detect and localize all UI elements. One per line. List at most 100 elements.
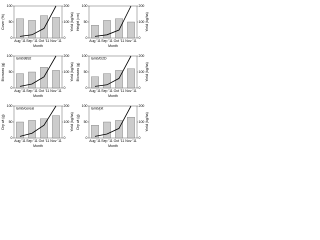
bar	[52, 115, 60, 139]
x-tick-label: Nov '11	[50, 139, 62, 143]
y2-tick-label: 0	[139, 36, 141, 40]
x-axis-label: Month	[33, 94, 43, 98]
bar	[28, 71, 36, 89]
y-tick-label: 100	[7, 4, 13, 8]
x-axis-label: Month	[108, 94, 118, 98]
y-tick-label: 50	[84, 120, 88, 124]
y2-axis-label: Yield (kg/ha)	[70, 62, 74, 82]
bar	[40, 118, 48, 139]
y-axis-label: Dry wt (g)	[76, 114, 80, 129]
bar	[91, 76, 99, 89]
y2-tick-label: 200	[139, 54, 145, 58]
y2-tick-label: 0	[64, 36, 66, 40]
y-tick-label: 100	[82, 54, 88, 58]
bar	[16, 121, 24, 139]
y-tick-label: 0	[86, 136, 88, 140]
x-tick-label: Oct '11	[39, 89, 50, 93]
x-tick-label: Aug '11	[14, 89, 26, 93]
x-tick-label: Aug '11	[14, 39, 26, 43]
x-tick-label: Sep '11	[26, 89, 38, 93]
y-tick-label: 50	[9, 20, 13, 24]
y2-tick-label: 100	[64, 120, 70, 124]
x-tick-label: Aug '11	[89, 139, 101, 143]
y2-tick-label: 0	[64, 86, 66, 90]
bar	[115, 120, 123, 139]
x-tick-label: Aug '11	[89, 39, 101, 43]
chart-title: lamb/D2D	[91, 56, 107, 60]
bar	[127, 117, 135, 139]
y2-tick-label: 200	[139, 104, 145, 108]
y2-tick-label: 0	[139, 136, 141, 140]
y-axis-label: Biomass (g)	[1, 63, 5, 82]
chart-title: lamb/pit	[91, 106, 103, 110]
x-tick-label: Sep '11	[26, 139, 38, 143]
bar	[52, 70, 60, 89]
x-tick-label: Sep '11	[26, 39, 38, 43]
x-axis-label: Month	[108, 144, 118, 148]
bar	[28, 120, 36, 139]
y-tick-label: 0	[11, 36, 13, 40]
y-tick-label: 100	[82, 4, 88, 8]
y2-tick-label: 0	[64, 136, 66, 140]
x-tick-label: Aug '11	[89, 89, 101, 93]
y-tick-label: 0	[86, 86, 88, 90]
line-series	[94, 55, 132, 87]
x-tick-label: Sep '11	[101, 39, 113, 43]
bar	[91, 25, 99, 39]
bar	[127, 21, 135, 39]
x-tick-label: Oct '11	[39, 139, 50, 143]
y-tick-label: 100	[7, 104, 13, 108]
bar	[115, 18, 123, 39]
bar	[16, 18, 24, 39]
chart-title: lamb/cereal	[16, 106, 34, 110]
y2-axis-label: Yield (kg/ha)	[145, 112, 149, 132]
x-axis-label: Month	[108, 44, 118, 48]
line-series	[19, 55, 57, 87]
y-tick-label: 0	[86, 36, 88, 40]
line-series	[19, 5, 57, 37]
y-axis-label: Height (cm)	[76, 13, 80, 31]
y2-tick-label: 200	[64, 4, 70, 8]
y-tick-label: 100	[7, 54, 13, 58]
y2-tick-label: 100	[64, 20, 70, 24]
chart-title: lamb9892	[16, 56, 31, 60]
bar	[40, 67, 48, 89]
x-tick-label: Nov '11	[125, 139, 137, 143]
bar	[103, 73, 111, 89]
y2-tick-label: 200	[64, 104, 70, 108]
x-tick-label: Oct '11	[114, 39, 125, 43]
bar	[40, 15, 48, 39]
y-axis-label: Cover (%)	[1, 14, 5, 30]
x-tick-label: Nov '11	[50, 89, 62, 93]
x-tick-label: Sep '11	[101, 139, 113, 143]
x-tick-label: Sep '11	[101, 89, 113, 93]
chart: 0 50 100 0 100 200 Cover (%) Yield (kg/ha) Month…	[1, 4, 149, 148]
y-axis-label: Biomass (g)	[76, 63, 80, 82]
y-tick-label: 100	[82, 104, 88, 108]
bar	[115, 70, 123, 89]
y2-tick-label: 100	[139, 120, 145, 124]
y2-tick-label: 200	[64, 54, 70, 58]
y-tick-label: 50	[9, 120, 13, 124]
bar	[52, 17, 60, 39]
y-axis-label: Dry wt (g)	[1, 114, 5, 129]
y2-axis-label: Yield (kg/ha)	[70, 112, 74, 132]
x-tick-label: Oct '11	[39, 39, 50, 43]
x-tick-label: Nov '11	[125, 89, 137, 93]
x-axis-label: Month	[33, 144, 43, 148]
y2-tick-label: 100	[64, 70, 70, 74]
y2-axis-label: Yield (kg/ha)	[70, 12, 74, 32]
y-tick-label: 50	[84, 70, 88, 74]
bar	[28, 20, 36, 39]
y2-tick-label: 0	[139, 86, 141, 90]
line-series	[94, 105, 132, 137]
y-tick-label: 0	[11, 136, 13, 140]
y2-tick-label: 100	[139, 70, 145, 74]
line-series	[19, 105, 57, 137]
y-tick-label: 0	[11, 86, 13, 90]
y-tick-label: 50	[84, 20, 88, 24]
x-axis-label: Month	[33, 44, 43, 48]
bar	[103, 20, 111, 39]
bar	[91, 125, 99, 139]
y2-tick-label: 100	[139, 20, 145, 24]
